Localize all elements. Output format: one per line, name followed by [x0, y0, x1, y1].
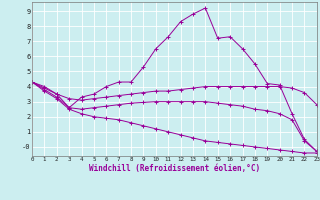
X-axis label: Windchill (Refroidissement éolien,°C): Windchill (Refroidissement éolien,°C): [89, 164, 260, 173]
